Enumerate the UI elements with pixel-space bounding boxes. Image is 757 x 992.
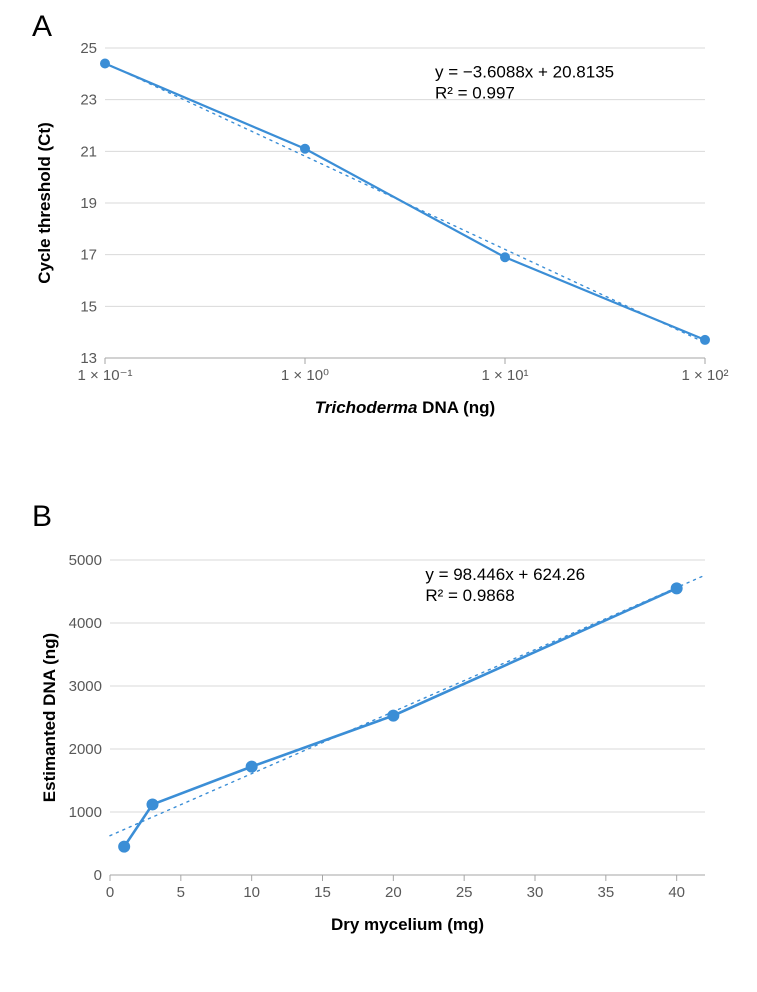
- svg-text:0: 0: [106, 884, 114, 901]
- svg-text:1 × 10²: 1 × 10²: [681, 367, 728, 384]
- svg-text:23: 23: [80, 92, 97, 109]
- svg-text:25: 25: [456, 884, 473, 901]
- svg-text:40: 40: [668, 884, 685, 901]
- svg-text:13: 13: [80, 350, 97, 367]
- svg-text:15: 15: [80, 298, 97, 315]
- panel-a: 13 15 17 19 21 23 25 1 × 10⁻¹ 1 × 10⁰ 1 × 10¹ 1 × …: [0, 0, 757, 480]
- svg-text:1 × 10⁻¹: 1 × 10⁻¹: [77, 367, 132, 384]
- svg-text:0: 0: [94, 867, 102, 884]
- figure-root: A 131517192123251 × 10⁻¹1 × 10⁰1 × 10¹1 …: [0, 0, 757, 992]
- svg-text:y = −3.6088x + 20.8135: y = −3.6088x + 20.8135: [435, 62, 614, 81]
- svg-text:Estimanted DNA (ng): Estimanted DNA (ng): [40, 633, 59, 802]
- svg-text:19: 19: [80, 195, 97, 212]
- panel-a-chart: 13 15 17 19 21 23 25 1 × 10⁻¹ 1 × 10⁰ 1 × 10¹ 1 × …: [0, 0, 757, 480]
- svg-text:30: 30: [527, 884, 544, 901]
- panel-b: 0 1000 2000 3000 4000 5000 0 5 10 15 20 25 30 35 40 y =…: [0, 480, 757, 992]
- svg-text:15: 15: [314, 884, 331, 901]
- svg-text:Cycle threshold (Ct): Cycle threshold (Ct): [35, 122, 54, 284]
- svg-text:1 × 10⁰: 1 × 10⁰: [281, 367, 329, 384]
- svg-text:4000: 4000: [69, 615, 102, 632]
- svg-text:25: 25: [80, 40, 97, 57]
- svg-text:1000: 1000: [69, 804, 102, 821]
- svg-text:20: 20: [385, 884, 402, 901]
- svg-text:17: 17: [80, 247, 97, 264]
- panel-b-chart: 0 1000 2000 3000 4000 5000 0 5 10 15 20 25 30 35 40 y =…: [0, 480, 757, 992]
- svg-text:10: 10: [243, 884, 260, 901]
- svg-text:5: 5: [177, 884, 185, 901]
- svg-text:35: 35: [597, 884, 614, 901]
- svg-text:5000: 5000: [69, 552, 102, 569]
- svg-text:2000: 2000: [69, 741, 102, 758]
- svg-text:R² = 0.9868: R² = 0.9868: [425, 586, 514, 605]
- svg-text:21: 21: [80, 143, 97, 160]
- svg-text:R² = 0.997: R² = 0.997: [435, 83, 515, 102]
- svg-text:Trichoderma DNA (ng): Trichoderma DNA (ng): [315, 398, 495, 417]
- svg-text:y = 98.446x + 624.26: y = 98.446x + 624.26: [425, 565, 585, 584]
- svg-text:3000: 3000: [69, 678, 102, 695]
- svg-text:Dry mycelium (mg): Dry mycelium (mg): [331, 915, 484, 934]
- svg-text:1 × 10¹: 1 × 10¹: [481, 367, 528, 384]
